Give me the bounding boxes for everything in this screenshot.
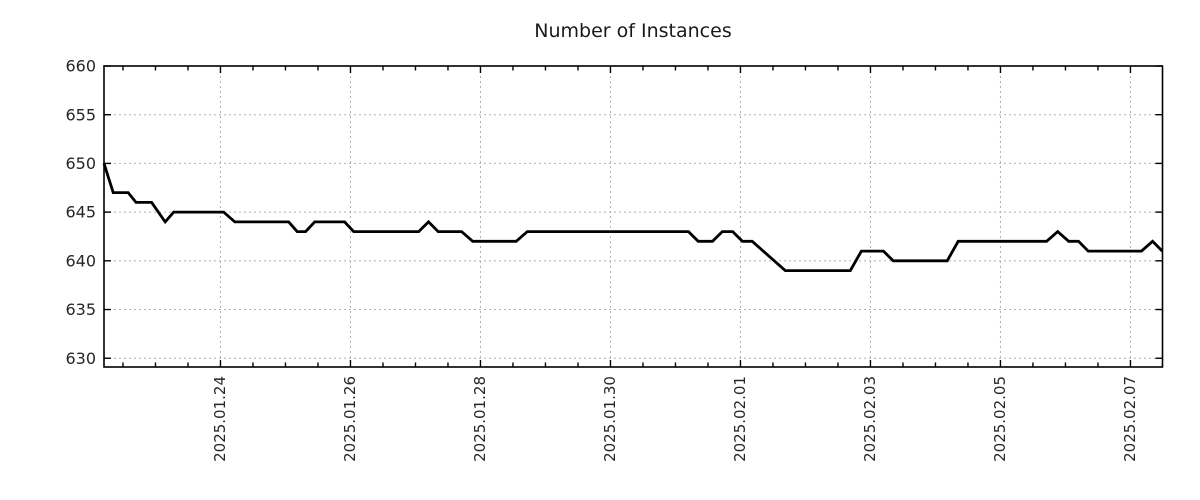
y-tick-label: 635	[65, 300, 96, 319]
y-tick-label: 655	[65, 105, 96, 124]
y-tick-label: 660	[65, 57, 96, 76]
data-line	[102, 162, 1164, 273]
y-tick-label: 650	[65, 154, 96, 173]
x-tick-label: 2025.02.03	[861, 376, 879, 462]
axis-label-layer: 630 635 640 645 650 655 660 2025.01.24 2025.01.2…	[65, 57, 1139, 462]
x-tick-label: 2025.02.05	[991, 376, 1009, 462]
x-tick-label: 2025.02.01	[731, 376, 749, 462]
series-layer	[102, 162, 1164, 273]
plot-border	[103, 65, 1164, 368]
y-tick-label: 630	[65, 349, 96, 368]
x-tick-label: 2025.01.30	[601, 376, 619, 462]
grid-layer	[104, 65, 1163, 367]
x-tick-label: 2025.01.28	[471, 376, 489, 462]
axis-layer	[103, 65, 1164, 368]
x-tick-label: 2025.02.07	[1121, 376, 1139, 462]
x-tick-label: 2025.01.26	[341, 376, 359, 462]
y-tick-label: 645	[65, 203, 96, 222]
y-tick-label: 640	[65, 251, 96, 270]
x-tick-label: 2025.01.24	[211, 376, 229, 462]
chart-title: Number of Instances	[534, 20, 731, 42]
